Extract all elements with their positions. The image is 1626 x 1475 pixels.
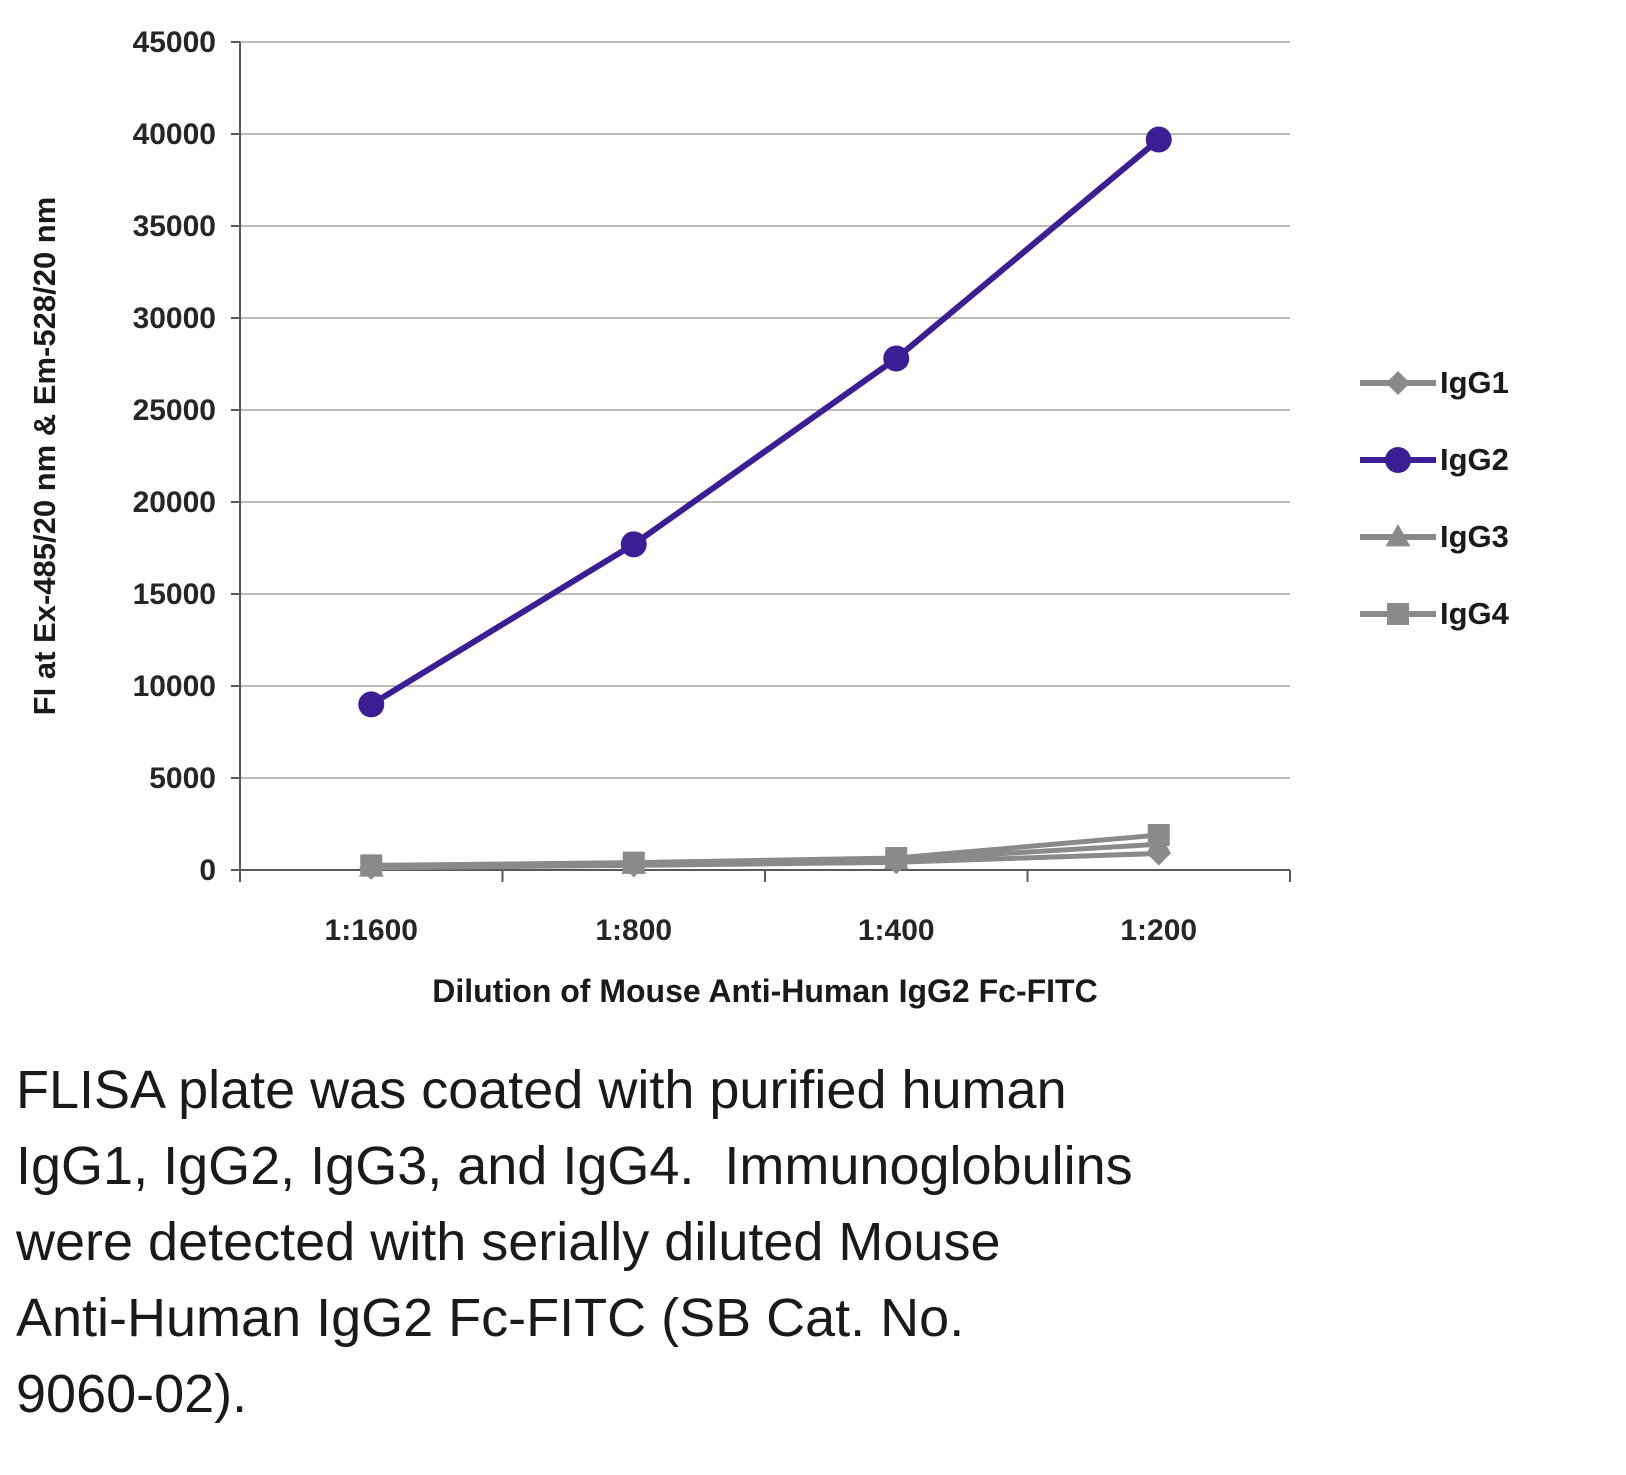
marker-circle — [883, 345, 910, 372]
marker-circle — [620, 531, 647, 558]
y-tick-label: 45000 — [133, 26, 216, 59]
legend-item-igg3: IgG3 — [1358, 519, 1509, 554]
y-tick-label: 0 — [199, 854, 216, 887]
gridlines — [240, 41, 1290, 779]
y-axis-tick-labels: 0 5000 10000 15000 20000 25000 30000 35000 40000… — [133, 26, 216, 887]
legend-item-igg4: IgG4 — [1358, 596, 1509, 631]
caption-line: were detected with serially diluted Mous… — [16, 1212, 1001, 1272]
caption-line: 9060-02). — [16, 1364, 248, 1424]
y-tick-label: 15000 — [133, 578, 216, 611]
legend-marker-igg3-triangle-icon — [1360, 524, 1436, 547]
figure-caption: FLISA plate was coated with purified hum… — [16, 1052, 1416, 1432]
legend-item-igg1: IgG1 — [1358, 365, 1509, 400]
y-tick-label: 25000 — [133, 394, 216, 427]
legend-marker-igg2-circle-icon — [1360, 447, 1436, 473]
legend-marker-igg1-diamond-icon — [1360, 371, 1436, 395]
y-tick-label: 5000 — [149, 762, 216, 795]
series-line-IgG2 — [368, 136, 1162, 708]
x-tick-label: 1:1600 — [325, 914, 418, 947]
legend: IgG1 IgG2 IgG3 IgG4 — [1358, 365, 1509, 674]
caption-line: IgG1, IgG2, IgG3, and IgG4. Immunoglobul… — [16, 1136, 1133, 1196]
y-tick-label: 40000 — [133, 118, 216, 151]
legend-label-igg4: IgG4 — [1440, 596, 1509, 631]
marker-square — [885, 847, 908, 870]
marker-circle — [358, 691, 385, 718]
series-line-IgG4 — [368, 832, 1162, 868]
axes — [231, 41, 1291, 882]
y-tick-label: 35000 — [133, 210, 216, 243]
marker-square — [622, 851, 645, 874]
legend-label-igg3: IgG3 — [1440, 519, 1509, 554]
x-tick-label: 1:200 — [1120, 914, 1197, 947]
y-tick-label: 10000 — [133, 670, 216, 703]
y-tick-label: 30000 — [133, 302, 216, 335]
marker-square — [1147, 824, 1170, 847]
legend-marker-igg4-square-icon — [1360, 603, 1436, 625]
marker-triangle — [1385, 524, 1411, 547]
y-tick-label: 20000 — [133, 486, 216, 519]
x-axis-title: Dilution of Mouse Anti-Human IgG2 Fc-FIT… — [432, 973, 1097, 1009]
marker-circle — [1145, 126, 1172, 153]
caption-line: FLISA plate was coated with purified hum… — [16, 1060, 1067, 1120]
marker-square — [360, 854, 383, 877]
legend-label-igg1: IgG1 — [1440, 365, 1509, 400]
y-axis-title: FI at Ex-485/20 nm & Em-528/20 nm — [27, 197, 62, 716]
marker-circle — [1385, 447, 1411, 473]
x-tick-label: 1:800 — [595, 914, 672, 947]
legend-item-igg2: IgG2 — [1358, 442, 1509, 477]
legend-label-igg2: IgG2 — [1440, 442, 1509, 477]
chart-plot: 0 5000 10000 15000 20000 25000 30000 35000 40000… — [27, 26, 1291, 1009]
series-lines — [358, 126, 1172, 880]
marker-diamond — [1386, 371, 1410, 395]
x-axis-tick-labels: 1:1600 1:800 1:400 1:200 — [325, 914, 1198, 947]
x-tick-label: 1:400 — [858, 914, 935, 947]
caption-line: Anti-Human IgG2 Fc-FITC (SB Cat. No. — [16, 1288, 965, 1348]
marker-square — [1387, 603, 1409, 625]
